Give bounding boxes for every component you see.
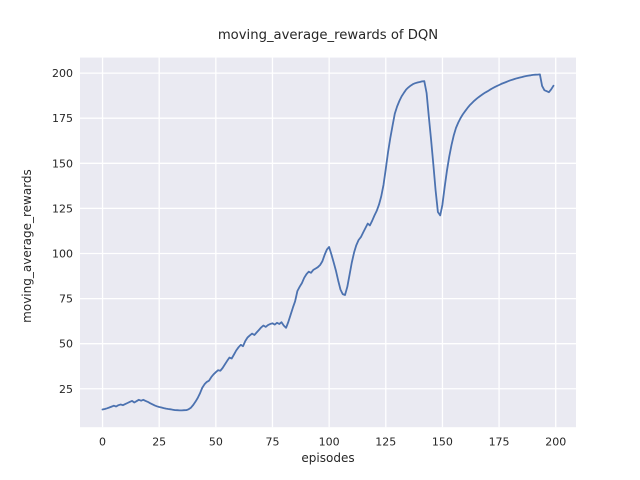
axes-background [80, 57, 576, 428]
x-tick-label: 50 [209, 436, 223, 449]
y-axis-label: moving_average_rewards [20, 169, 34, 323]
series-line [101, 73, 555, 412]
x-axis-label: episodes [301, 451, 355, 465]
x-tick-label: 0 [99, 436, 106, 449]
x-tick-label: 150 [432, 436, 453, 449]
x-tick-label: 25 [152, 436, 166, 449]
y-tick-label: 125 [52, 202, 73, 215]
x-tick-label: 125 [375, 436, 396, 449]
x-tick-label: 100 [319, 436, 340, 449]
y-tick-label: 200 [52, 67, 73, 80]
y-tick-label: 75 [59, 293, 73, 306]
chart-title: moving_average_rewards of DQN [217, 28, 439, 43]
y-tick-label: 25 [59, 383, 73, 396]
x-tick-label: 175 [489, 436, 510, 449]
y-tick-label: 50 [59, 338, 73, 351]
y-tick-label: 175 [52, 112, 73, 125]
x-tick-label: 200 [545, 436, 566, 449]
x-tick-label: 75 [265, 436, 279, 449]
y-tick-label: 150 [52, 157, 73, 170]
y-tick-label: 100 [52, 247, 73, 260]
